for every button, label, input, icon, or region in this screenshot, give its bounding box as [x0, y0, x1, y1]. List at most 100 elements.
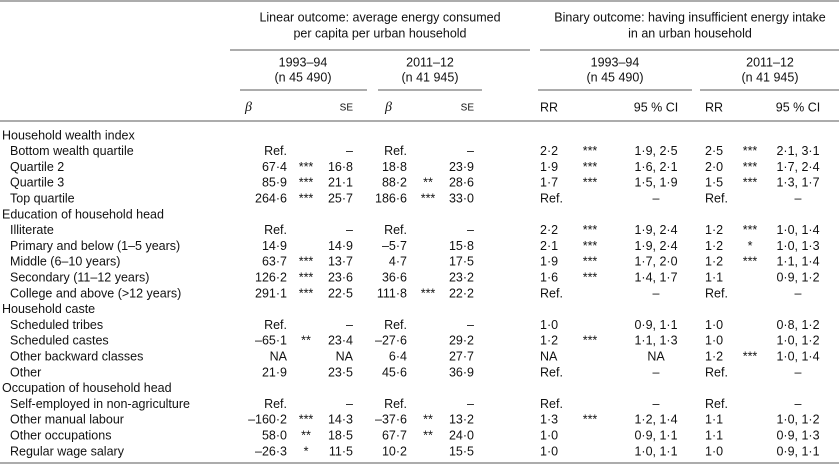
cell: 1·2	[705, 239, 723, 253]
significance: ***	[743, 176, 758, 190]
cell: 85·9	[262, 176, 287, 190]
section-title: Household caste	[2, 302, 95, 316]
cell: 36·6	[382, 270, 407, 284]
cell: 1·5	[705, 176, 723, 190]
cell: 2·1	[540, 239, 558, 253]
cell: 1·0	[540, 318, 558, 332]
cell: 33·0	[449, 191, 474, 205]
cell: NA	[540, 349, 558, 363]
cell: 10·2	[382, 444, 407, 458]
cell: –	[346, 318, 353, 332]
column-header: SE	[340, 103, 354, 114]
cell: 2·2	[540, 144, 558, 158]
significance: ***	[743, 349, 758, 363]
significance: **	[423, 413, 433, 427]
cell: 0·8, 1·2	[776, 318, 819, 332]
cell: 186·6	[375, 191, 407, 205]
significance: ***	[299, 176, 314, 190]
cell: 111·8	[377, 286, 407, 300]
cell: 1·3, 1·7	[776, 176, 819, 190]
cell: 1·3	[540, 413, 558, 427]
significance: **	[423, 428, 433, 442]
cell: NA	[270, 349, 288, 363]
cell: 264·6	[255, 191, 287, 205]
significance: ***	[583, 413, 598, 427]
cell: 1·2	[705, 223, 723, 237]
significance: ***	[299, 286, 314, 300]
cell: 1·9, 2·4	[634, 223, 677, 237]
cell: Ref.	[264, 318, 287, 332]
row-label: College and above (>12 years)	[10, 286, 181, 300]
period: 2011–12	[406, 55, 454, 69]
group-title: Binary outcome: having insufficient ener…	[554, 10, 826, 24]
cell: 18·8	[382, 160, 407, 174]
row-label: Scheduled castes	[10, 334, 109, 348]
column-header: 95 % CI	[634, 100, 678, 114]
cell: –	[795, 191, 802, 205]
significance: ***	[583, 255, 598, 269]
cell: –	[653, 191, 660, 205]
cell: 23·4	[328, 334, 353, 348]
cell: –	[346, 223, 353, 237]
cell: 23·6	[328, 270, 353, 284]
significance: ***	[583, 223, 598, 237]
significance: ***	[299, 191, 314, 205]
cell: Ref.	[705, 397, 728, 411]
cell: 1·9, 2·5	[634, 144, 677, 158]
cell: 1·0, 1·1	[634, 444, 677, 458]
cell: 126·2	[255, 270, 287, 284]
row-label: Bottom wealth quartile	[10, 144, 134, 158]
column-header: 95 % CI	[776, 100, 820, 114]
cell: 1·2, 1·4	[634, 413, 677, 427]
cell: 58·0	[262, 428, 287, 442]
cell: Ref.	[264, 144, 287, 158]
cell: –37·6	[375, 413, 407, 427]
cell: 1·0	[540, 428, 558, 442]
sample-size: (n 41 945)	[402, 70, 459, 84]
cell: 1·6, 2·1	[634, 160, 677, 174]
cell: 1·2	[705, 255, 723, 269]
significance: ***	[299, 413, 314, 427]
cell: –65·1	[255, 334, 287, 348]
cell: 1·9	[540, 255, 558, 269]
cell: Ref.	[540, 286, 563, 300]
cell: 23·5	[328, 365, 353, 379]
significance: ***	[299, 160, 314, 174]
cell: 22·5	[328, 286, 353, 300]
cell: –	[795, 286, 802, 300]
cell: –	[346, 144, 353, 158]
group-title: in an urban household	[628, 26, 752, 40]
cell: 22·2	[449, 286, 474, 300]
cell: –	[653, 365, 660, 379]
cell: 2·2	[540, 223, 558, 237]
significance: *	[748, 239, 753, 253]
cell: 2·0	[705, 160, 723, 174]
cell: 13·7	[328, 255, 353, 269]
row-label: Primary and below (1–5 years)	[10, 239, 180, 253]
cell: Ref.	[384, 318, 407, 332]
cell: NA	[647, 349, 665, 363]
cell: Ref.	[705, 191, 728, 205]
cell: 1·9, 2·4	[634, 239, 677, 253]
sample-size: (n 45 490)	[275, 70, 332, 84]
cell: 0·9, 1·1	[634, 318, 677, 332]
significance: **	[301, 428, 311, 442]
cell: 16·8	[328, 160, 353, 174]
row-label: Other	[10, 365, 41, 379]
cell: Ref.	[540, 365, 563, 379]
cell: 36·9	[449, 365, 474, 379]
row-label: Regular wage salary	[10, 444, 125, 458]
row-label: Other occupations	[10, 428, 111, 442]
cell: 45·6	[382, 365, 407, 379]
cell: 1·0, 1·2	[776, 413, 819, 427]
cell: 24·0	[449, 428, 474, 442]
cell: 1·0, 1·4	[776, 349, 819, 363]
cell: Ref.	[384, 397, 407, 411]
cell: –	[467, 223, 474, 237]
cell: 1·0, 1·3	[776, 239, 819, 253]
period: 1993–94	[279, 55, 328, 69]
section-title: Education of household head	[2, 207, 164, 221]
cell: 14·9	[262, 239, 287, 253]
cell: 63·7	[262, 255, 287, 269]
